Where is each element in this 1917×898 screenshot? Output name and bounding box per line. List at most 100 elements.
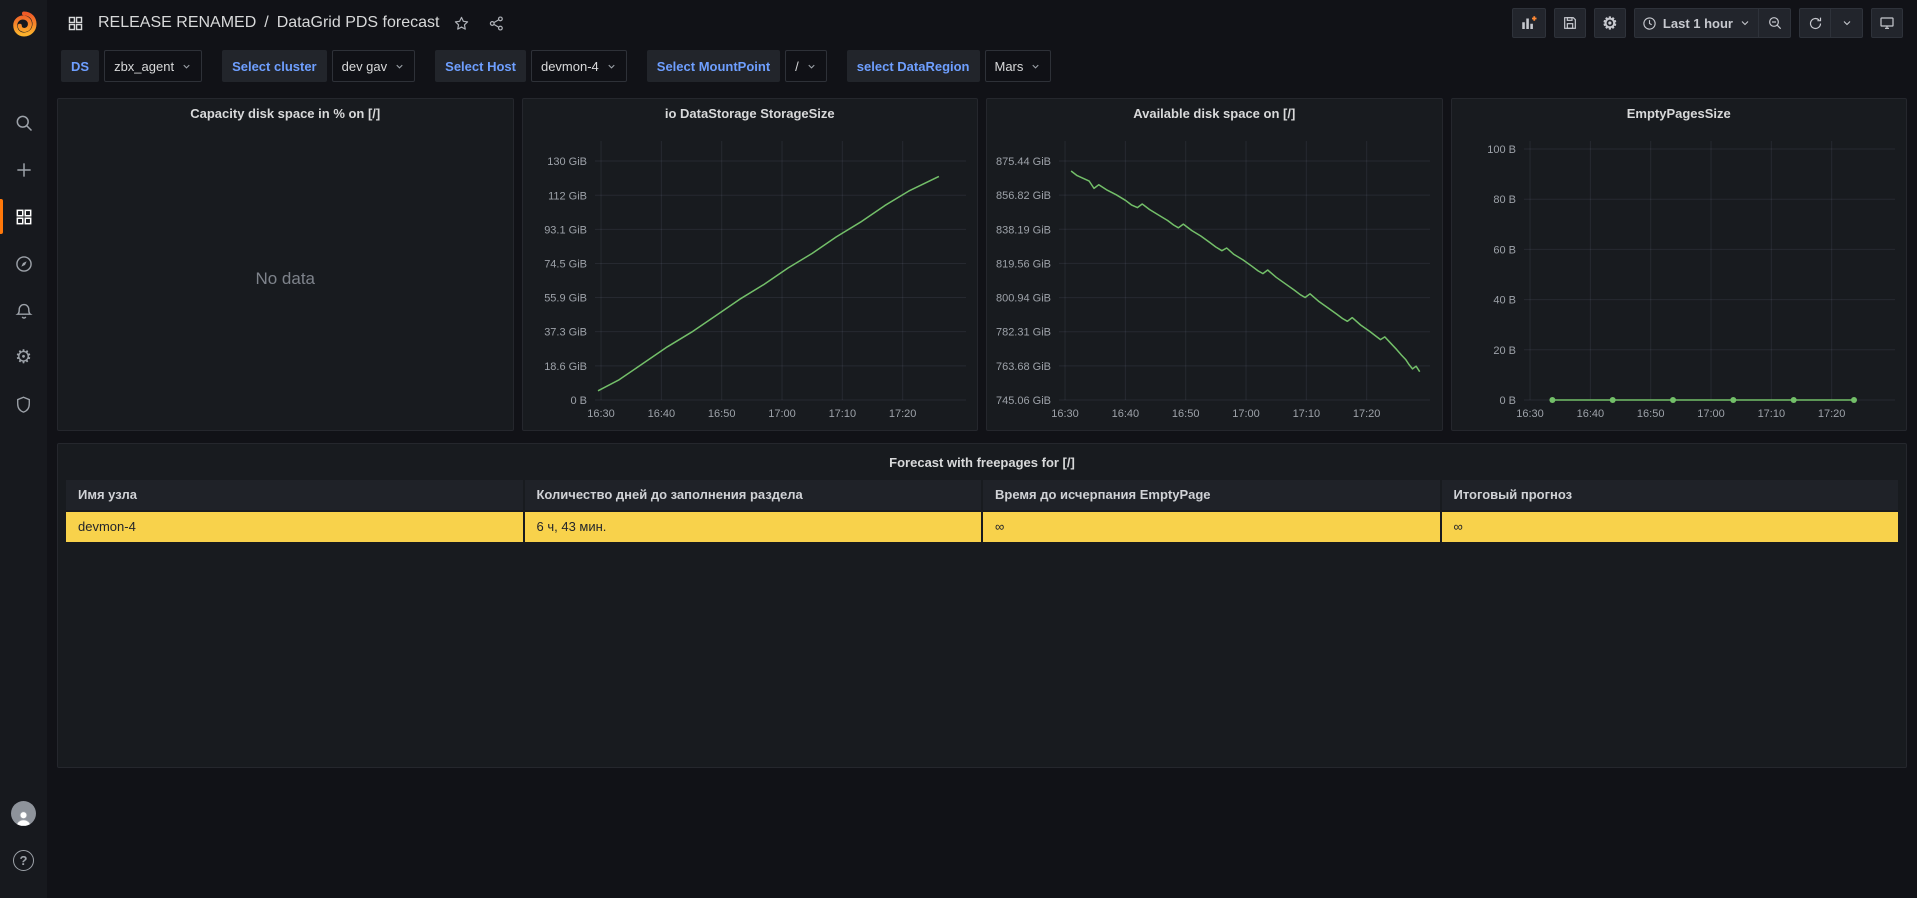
svg-text:17:20: 17:20 [1353, 408, 1381, 420]
table-column-header[interactable]: Время до исчерпания EmptyPage [983, 480, 1440, 510]
svg-text:17:00: 17:00 [768, 408, 796, 420]
table-column-header[interactable]: Итоговый прогноз [1441, 480, 1898, 510]
variable-value-dropdown[interactable]: Mars [984, 50, 1052, 82]
monitor-icon [1880, 17, 1894, 29]
svg-text:37.3 GiB: 37.3 GiB [544, 327, 587, 339]
svg-text:40 B: 40 B [1493, 295, 1516, 307]
svg-text:17:10: 17:10 [1293, 408, 1321, 420]
svg-text:80 B: 80 B [1493, 194, 1516, 206]
svg-text:17:20: 17:20 [888, 408, 916, 420]
sidebar-item-create[interactable] [0, 146, 47, 193]
svg-text:100 B: 100 B [1487, 144, 1516, 156]
sidebar-item-dashboards[interactable] [0, 193, 47, 240]
svg-text:819.56 GiB: 819.56 GiB [996, 258, 1051, 270]
sidebar-item-help[interactable]: ? [0, 837, 47, 884]
svg-text:763.68 GiB: 763.68 GiB [996, 361, 1051, 373]
variable-value-dropdown[interactable]: devmon-4 [530, 50, 627, 82]
panel-forecast-table: Forecast with freepages for [/] Имя узла… [57, 443, 1907, 768]
panel-title[interactable]: EmptyPagesSize [1626, 105, 1731, 121]
sidebar-item-profile[interactable] [0, 790, 47, 837]
timeseries-chart: 16:30 16:40 16:50 17:00 17:10 17:20 745.06 GiB… [989, 129, 1440, 426]
bell-icon [14, 303, 33, 319]
table-cell-emptypage-time: ∞ [983, 512, 1440, 542]
sidebar-item-configuration[interactable]: ⚙ [0, 334, 47, 381]
svg-text:93.1 GiB: 93.1 GiB [544, 224, 587, 236]
variable-value-text: Mars [994, 58, 1024, 74]
chevron-down-icon [608, 64, 615, 69]
svg-text:17:10: 17:10 [828, 408, 856, 420]
variable-value-dropdown[interactable]: zbx_agent [104, 50, 203, 82]
sidebar: ⚙ ? [0, 0, 47, 898]
panels-row: Capacity disk space in % on [/] No data … [57, 98, 1907, 431]
save-icon [1563, 17, 1576, 29]
svg-text:0 B: 0 B [1499, 395, 1516, 407]
user-avatar [11, 801, 36, 826]
clock-icon [1643, 16, 1656, 30]
breadcrumb-folder[interactable]: RELEASE RENAMED [98, 14, 257, 31]
variable-cluster: Select cluster dev gav [222, 50, 416, 82]
panel-title[interactable]: Forecast with freepages for [/] [889, 454, 1075, 470]
save-dashboard-button[interactable] [1553, 8, 1586, 38]
plus-icon [16, 162, 31, 177]
zoom-out-icon [1768, 17, 1781, 30]
svg-text:16:40: 16:40 [647, 408, 675, 420]
breadcrumb-dashboard-title[interactable]: DataGrid PDS forecast [276, 14, 440, 31]
grafana-logo-icon [12, 10, 37, 37]
add-panel-button[interactable] [1511, 8, 1546, 38]
breadcrumb-separator: / [264, 14, 269, 31]
share-dashboard-button[interactable] [484, 11, 509, 36]
shield-icon [17, 396, 30, 413]
variable-host: Select Host devmon-4 [435, 50, 627, 82]
svg-text:782.31 GiB: 782.31 GiB [996, 327, 1051, 339]
variable-label: DS [61, 50, 100, 82]
panel-available-disk-space: Available disk space on [/] 16:30 16:40 16… [986, 98, 1443, 431]
table-header-row: Имя узла Количество дней до заполнения р… [66, 480, 1898, 510]
sidebar-item-explore[interactable] [0, 240, 47, 287]
table-column-header[interactable]: Количество дней до заполнения раздела [524, 480, 981, 510]
svg-text:16:50: 16:50 [1172, 408, 1200, 420]
variable-value-dropdown[interactable]: / [785, 50, 827, 82]
svg-text:55.9 GiB: 55.9 GiB [544, 293, 587, 305]
time-range-picker[interactable]: Last 1 hour [1633, 8, 1759, 38]
breadcrumb: RELEASE RENAMED / DataGrid PDS forecast [63, 11, 509, 36]
table-cell-days-to-full: 6 ч, 43 мин. [524, 512, 981, 542]
panel-title[interactable]: io DataStorage StorageSize [664, 105, 835, 121]
refresh-group [1799, 8, 1863, 38]
refresh-interval-dropdown[interactable] [1831, 8, 1863, 38]
svg-text:17:00: 17:00 [1232, 408, 1260, 420]
variable-value-text: devmon-4 [540, 58, 599, 74]
svg-text:16:50: 16:50 [1636, 408, 1664, 420]
svg-text:745.06 GiB: 745.06 GiB [996, 395, 1051, 407]
refresh-button[interactable] [1799, 8, 1831, 38]
panel-capacity-disk-space: Capacity disk space in % on [/] No data [57, 98, 514, 431]
sidebar-item-server-admin[interactable] [0, 381, 47, 428]
variable-label: Select Host [435, 50, 526, 82]
sidebar-item-search[interactable] [0, 99, 47, 146]
dashboard-settings-button[interactable]: ⚙ [1593, 8, 1626, 38]
sidebar-item-alerting[interactable] [0, 287, 47, 334]
svg-text:16:30: 16:30 [1516, 408, 1544, 420]
refresh-icon [1809, 17, 1821, 29]
zoom-out-time-button[interactable] [1759, 8, 1791, 38]
compass-icon [15, 255, 32, 272]
svg-text:17:10: 17:10 [1757, 408, 1785, 420]
variable-label: select DataRegion [846, 50, 980, 82]
chevron-down-icon [396, 64, 403, 69]
grafana-logo[interactable] [0, 0, 47, 47]
chevron-down-icon [808, 64, 815, 69]
share-icon [490, 15, 504, 31]
cycle-view-mode-button[interactable] [1871, 8, 1903, 38]
variable-dataregion: select DataRegion Mars [846, 50, 1052, 82]
variable-value-text: dev gav [341, 58, 388, 74]
table-column-header[interactable]: Имя узла [66, 480, 523, 510]
variable-value-dropdown[interactable]: dev gav [331, 50, 416, 82]
panel-title[interactable]: Available disk space on [/] [1133, 105, 1296, 121]
svg-text:16:50: 16:50 [707, 408, 735, 420]
variables-bar: DS zbx_agent Select cluster dev gav Sele… [47, 46, 1917, 90]
svg-text:74.5 GiB: 74.5 GiB [544, 258, 587, 270]
favorite-star-button[interactable] [449, 11, 474, 36]
panel-title[interactable]: Capacity disk space in % on [/] [190, 105, 381, 121]
dashboards-grid-icon [16, 209, 31, 224]
svg-text:112 GiB: 112 GiB [548, 190, 587, 202]
variable-value-text: zbx_agent [114, 58, 175, 74]
